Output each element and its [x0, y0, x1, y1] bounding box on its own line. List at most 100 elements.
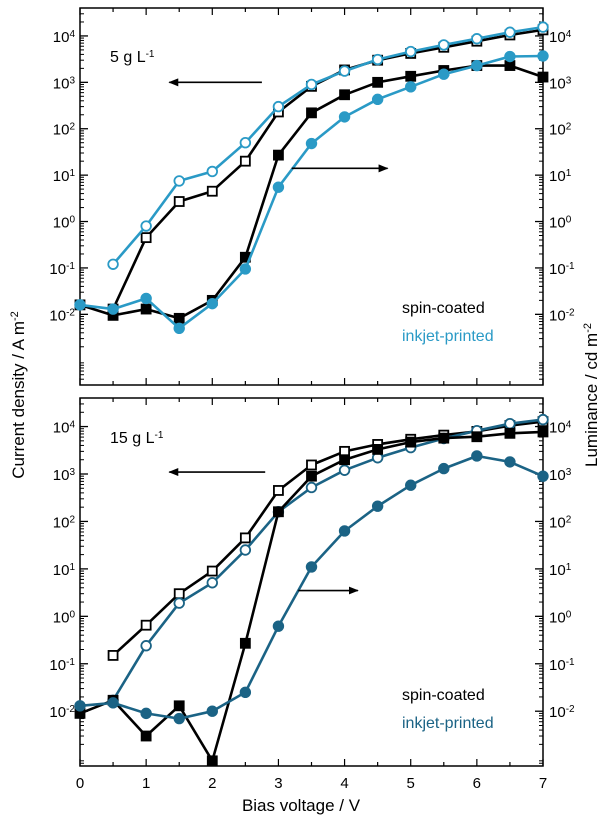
- data-point-square: [504, 427, 516, 439]
- data-point-circle: [305, 78, 318, 91]
- y-tick-label-right: 10-1: [549, 656, 575, 674]
- y-tick-exponent: 4: [566, 28, 572, 39]
- data-point-circle: [140, 640, 152, 652]
- data-point-square: [405, 436, 417, 448]
- data-point-circle: [338, 65, 351, 77]
- data-point-square: [504, 60, 516, 71]
- data-point-square: [239, 532, 251, 544]
- data-point-circle: [371, 93, 384, 106]
- data-point-circle: [74, 299, 86, 311]
- legend-entry-inkjet-printed: inkjet-printed: [402, 328, 494, 345]
- data-point-circle: [107, 303, 119, 315]
- y-tick-label-left: 10-1: [49, 260, 75, 278]
- data-point-circle: [405, 479, 417, 491]
- y-tick-base: 10: [549, 467, 566, 484]
- y-tick-base: 10: [53, 168, 70, 185]
- data-point-circle: [471, 450, 483, 462]
- y-tick-exponent: 2: [69, 514, 75, 525]
- data-point-square: [339, 89, 350, 101]
- y-tick-exponent: -2: [566, 704, 575, 715]
- data-point-circle: [504, 417, 516, 430]
- data-point-circle: [537, 470, 549, 482]
- data-point-square: [306, 470, 317, 482]
- y-tick-base: 10: [53, 29, 70, 46]
- y-tick-base: 10: [549, 75, 566, 92]
- series-line-spin-coated-right: [79, 64, 544, 320]
- y-tick-exponent: 0: [566, 609, 572, 620]
- data-point-circle: [305, 561, 318, 573]
- y-tick-base: 10: [53, 467, 70, 484]
- data-point-circle: [107, 697, 119, 709]
- y-tick-exponent: 1: [566, 168, 572, 179]
- y-tick-exponent: 2: [566, 514, 572, 525]
- y-tick-base: 10: [549, 29, 566, 46]
- y-tick-exponent: 0: [69, 609, 75, 620]
- data-point-circle: [371, 53, 384, 66]
- x-tick-label: 3: [274, 775, 282, 792]
- y-tick-base: 10: [549, 609, 566, 626]
- data-point-circle: [206, 577, 218, 589]
- data-point-circle: [438, 68, 450, 80]
- data-point-square: [206, 755, 218, 767]
- series-line-spin-coated-left: [111, 28, 544, 310]
- data-point-circle: [272, 620, 285, 632]
- data-point-circle: [140, 220, 152, 232]
- data-point-circle: [239, 137, 252, 149]
- data-point-circle: [173, 597, 185, 609]
- y-tick-label-right: 104: [549, 28, 572, 46]
- data-point-circle: [438, 39, 450, 51]
- y-tick-base: 10: [53, 75, 70, 92]
- annotation-sup: -1: [154, 430, 163, 441]
- data-point-square: [206, 185, 218, 197]
- data-point-square: [273, 149, 284, 161]
- y-tick-label-right: 101: [549, 561, 572, 579]
- data-point-square: [140, 730, 152, 742]
- left-axis-label: Current density / A m-2: [9, 311, 28, 479]
- y-tick-exponent: -1: [66, 260, 75, 271]
- data-point-circle: [140, 707, 152, 720]
- data-point-square: [471, 431, 483, 443]
- y-tick-base: 10: [49, 261, 66, 278]
- data-point-circle: [206, 297, 218, 310]
- data-point-circle: [338, 464, 351, 476]
- series-line-inkjet-printed-right: [79, 54, 544, 330]
- y-tick-label-left: 10-1: [49, 656, 75, 674]
- y-tick-exponent: 1: [69, 168, 75, 179]
- data-point-square: [140, 303, 152, 315]
- data-point-circle: [338, 525, 351, 537]
- data-point-square: [306, 107, 317, 119]
- y-tick-exponent: 4: [69, 419, 75, 430]
- data-point-square: [273, 506, 284, 518]
- data-point-circle: [338, 111, 351, 123]
- data-point-square: [239, 155, 251, 167]
- y-tick-exponent: 3: [566, 467, 572, 478]
- right-axis-label-text: Luminance / cd m: [582, 333, 601, 467]
- data-point-square: [107, 650, 119, 661]
- y-tick-base: 10: [53, 562, 70, 579]
- data-point-circle: [206, 165, 218, 178]
- data-point-square: [306, 459, 317, 471]
- y-tick-exponent: 0: [566, 214, 572, 225]
- y-tick-base: 10: [549, 514, 566, 531]
- data-point-circle: [504, 456, 516, 468]
- x-tick-label: 1: [142, 775, 150, 792]
- concentration-annotation: 5 g L-1: [110, 49, 155, 67]
- y-tick-exponent: 3: [566, 75, 572, 86]
- data-point-circle: [140, 292, 152, 305]
- data-point-circle: [504, 26, 516, 38]
- data-point-square: [372, 444, 384, 455]
- y-tick-label-left: 102: [53, 514, 76, 532]
- data-point-circle: [305, 481, 318, 494]
- y-tick-base: 10: [49, 704, 66, 721]
- y-tick-label-right: 103: [549, 467, 572, 485]
- data-point-circle: [371, 500, 384, 512]
- x-tick-label: 0: [76, 775, 84, 792]
- y-tick-exponent: 2: [566, 121, 572, 132]
- y-tick-label-left: 103: [53, 75, 76, 93]
- y-tick-label-right: 100: [549, 214, 572, 232]
- y-tick-base: 10: [549, 562, 566, 579]
- y-tick-base: 10: [53, 514, 70, 531]
- left-axis-label-text: Current density / A m: [9, 321, 28, 479]
- y-tick-label-left: 103: [53, 467, 76, 485]
